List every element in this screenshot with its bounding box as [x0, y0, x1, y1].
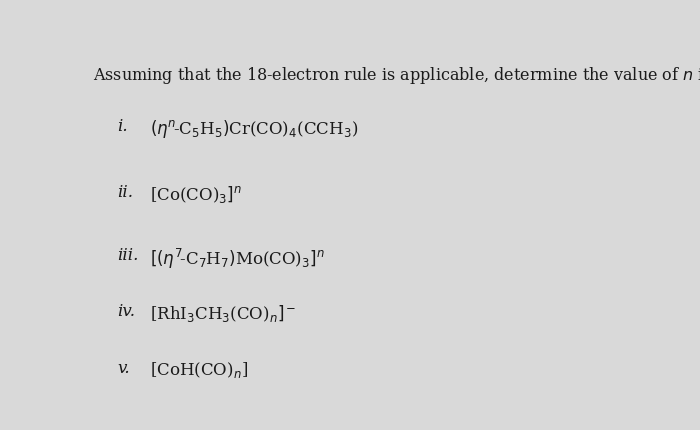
Text: v.: v.: [118, 359, 130, 377]
Text: iv.: iv.: [118, 303, 135, 320]
Text: iii.: iii.: [118, 247, 139, 264]
Text: [Co(CO)$_3]^n$: [Co(CO)$_3]^n$: [150, 184, 241, 205]
Text: ii.: ii.: [118, 184, 133, 201]
Text: Assuming that the 18-electron rule is applicable, determine the value of $\mathi: Assuming that the 18-electron rule is ap…: [93, 65, 700, 86]
Text: $[(\eta^7\!$-C$_7$H$_7)$Mo(CO)$_3]^n$: $[(\eta^7\!$-C$_7$H$_7)$Mo(CO)$_3]^n$: [150, 247, 325, 271]
Text: [CoH(CO)$_n$]: [CoH(CO)$_n$]: [150, 359, 248, 380]
Text: i.: i.: [118, 118, 128, 135]
Text: [RhI$_3$CH$_3$(CO)$_n]^-$: [RhI$_3$CH$_3$(CO)$_n]^-$: [150, 303, 296, 324]
Text: $(\eta^n\!$-C$_5$H$_5)$Cr(CO)$_4$(CCH$_3$): $(\eta^n\!$-C$_5$H$_5)$Cr(CO)$_4$(CCH$_3…: [150, 118, 358, 140]
